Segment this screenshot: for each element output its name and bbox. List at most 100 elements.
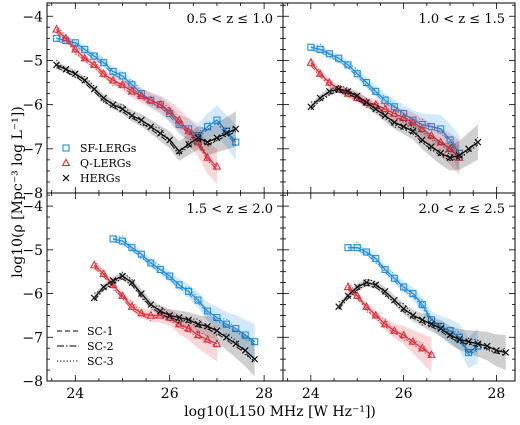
- point-hergs-7: [372, 105, 380, 113]
- point-q-lergs-7: [118, 80, 127, 88]
- point-sf-lergs-8: [381, 96, 389, 104]
- point-hergs-14: [185, 140, 193, 148]
- panel-frame: [282, 192, 516, 382]
- point-q-lergs-3: [334, 84, 344, 93]
- point-sf-lergs-7: [175, 281, 183, 289]
- point-sf-lergs-4: [381, 265, 389, 274]
- series-q-lergs: [52, 24, 222, 185]
- point-sf-lergs-8: [185, 287, 193, 295]
- series-sf-lergs: [307, 43, 463, 171]
- point-hergs-11: [409, 127, 417, 135]
- sc2-line-q-lergs: [347, 289, 432, 358]
- point-hergs-4: [344, 87, 352, 95]
- point-sf-lergs-5: [100, 59, 108, 67]
- point-hergs-17: [465, 145, 473, 153]
- point-sf-lergs-1: [316, 45, 324, 53]
- point-sf-lergs-0: [307, 43, 315, 51]
- point-sf-lergs-14: [241, 331, 249, 339]
- point-q-lergs-0: [343, 282, 353, 291]
- point-q-lergs-3: [80, 53, 90, 62]
- point-hergs-13: [213, 327, 221, 335]
- point-q-lergs-9: [427, 350, 436, 358]
- point-hergs-5: [353, 92, 361, 100]
- point-sf-lergs-6: [166, 272, 174, 280]
- point-hergs-7: [119, 105, 126, 113]
- point-hergs-13: [428, 143, 435, 151]
- point-q-lergs-11: [193, 330, 203, 339]
- point-sf-lergs-9: [427, 316, 436, 324]
- point-hergs-11: [194, 320, 202, 328]
- point-q-lergs-15: [445, 144, 455, 152]
- point-hergs-2: [325, 87, 333, 95]
- point-sf-lergs-11: [213, 314, 221, 322]
- point-q-lergs-7: [371, 99, 381, 108]
- panel-title: 0.5 < z ≤ 1.0: [186, 12, 273, 27]
- y-tick-label: −5: [22, 53, 43, 69]
- point-hergs-17: [251, 355, 259, 363]
- legend-label-hergs: HERGs: [80, 172, 121, 185]
- point-hergs-4: [90, 85, 98, 93]
- point-sf-lergs-4: [90, 52, 98, 60]
- point-sf-lergs-0: [52, 34, 60, 42]
- point-hergs-12: [166, 136, 174, 144]
- point-sf-lergs-8: [418, 300, 426, 309]
- legend-marker-hergs: [62, 174, 70, 182]
- panel-title: 1.5 < z ≤ 2.0: [186, 202, 273, 217]
- point-q-lergs-6: [146, 310, 156, 319]
- sc2-line-q-lergs: [93, 267, 218, 347]
- y-tick-label: −4: [22, 9, 43, 25]
- point-sf-lergs-12: [222, 320, 230, 328]
- series-q-lergs: [306, 57, 464, 176]
- point-sf-lergs-7: [118, 72, 127, 80]
- point-hergs-12: [418, 136, 426, 144]
- point-q-lergs-11: [408, 117, 418, 126]
- point-hergs-15: [446, 154, 454, 162]
- point-sf-lergs-1: [118, 237, 127, 245]
- series-q-lergs: [89, 260, 222, 362]
- point-hergs-11: [437, 325, 445, 332]
- x-tick-label: 28: [255, 386, 273, 402]
- point-hergs-18: [474, 138, 482, 146]
- point-hergs-1: [316, 94, 324, 102]
- panel-1: −8 −7 −6 −5 −4 0.5 < z ≤ 1.0: [22, 2, 284, 202]
- panels-group: −8 −7 −6 −5 −4 0.5 < z ≤ 1.0 1.0 < z ≤ 1.5 24 26…: [22, 2, 516, 402]
- sc2-line-hergs: [93, 278, 256, 363]
- point-q-lergs-4: [380, 319, 390, 328]
- point-hergs-10: [428, 320, 435, 328]
- point-sf-lergs-15: [251, 338, 259, 346]
- point-q-lergs-0: [89, 260, 99, 269]
- point-hergs-16: [483, 342, 491, 350]
- point-hergs-8: [409, 311, 417, 319]
- point-sf-lergs-5: [390, 274, 398, 282]
- point-q-lergs-4: [89, 60, 99, 69]
- point-q-lergs-2: [70, 44, 80, 53]
- sc2-line-sf-lergs: [56, 40, 237, 146]
- point-sf-lergs-4: [147, 259, 155, 267]
- point-sf-lergs-6: [362, 78, 371, 87]
- sc2-line-sf-lergs: [112, 241, 255, 345]
- point-q-lergs-2: [325, 77, 334, 86]
- point-hergs-8: [128, 112, 136, 120]
- point-sf-lergs-10: [400, 109, 408, 118]
- point-q-lergs-17: [212, 161, 222, 170]
- point-sf-lergs-2: [128, 244, 136, 252]
- legend-marker-q-lergs: [61, 158, 71, 167]
- point-sf-lergs-14: [437, 125, 445, 133]
- y-tick-label: −7: [22, 142, 43, 158]
- point-q-lergs-5: [390, 325, 399, 334]
- point-hergs-14: [437, 149, 445, 157]
- point-hergs-8: [166, 311, 174, 319]
- point-hergs-2: [353, 283, 361, 291]
- legend-series: SF-LERGs Q-LERGs HERGs: [61, 142, 137, 185]
- point-q-lergs-3: [371, 310, 381, 319]
- y-axis-label: log10(ρ [Mpc⁻³ log L⁻¹]): [10, 106, 26, 277]
- legend-marker-sf-lergs: [62, 144, 70, 152]
- point-hergs-1: [100, 283, 108, 291]
- legend-label-sc-2: SC-2: [87, 340, 114, 353]
- line-q-lergs: [347, 286, 432, 356]
- ticks: [47, 193, 283, 382]
- series-hergs: [90, 271, 259, 377]
- point-hergs-5: [381, 287, 389, 295]
- point-hergs-10: [400, 123, 408, 131]
- point-sf-lergs-7: [372, 87, 380, 95]
